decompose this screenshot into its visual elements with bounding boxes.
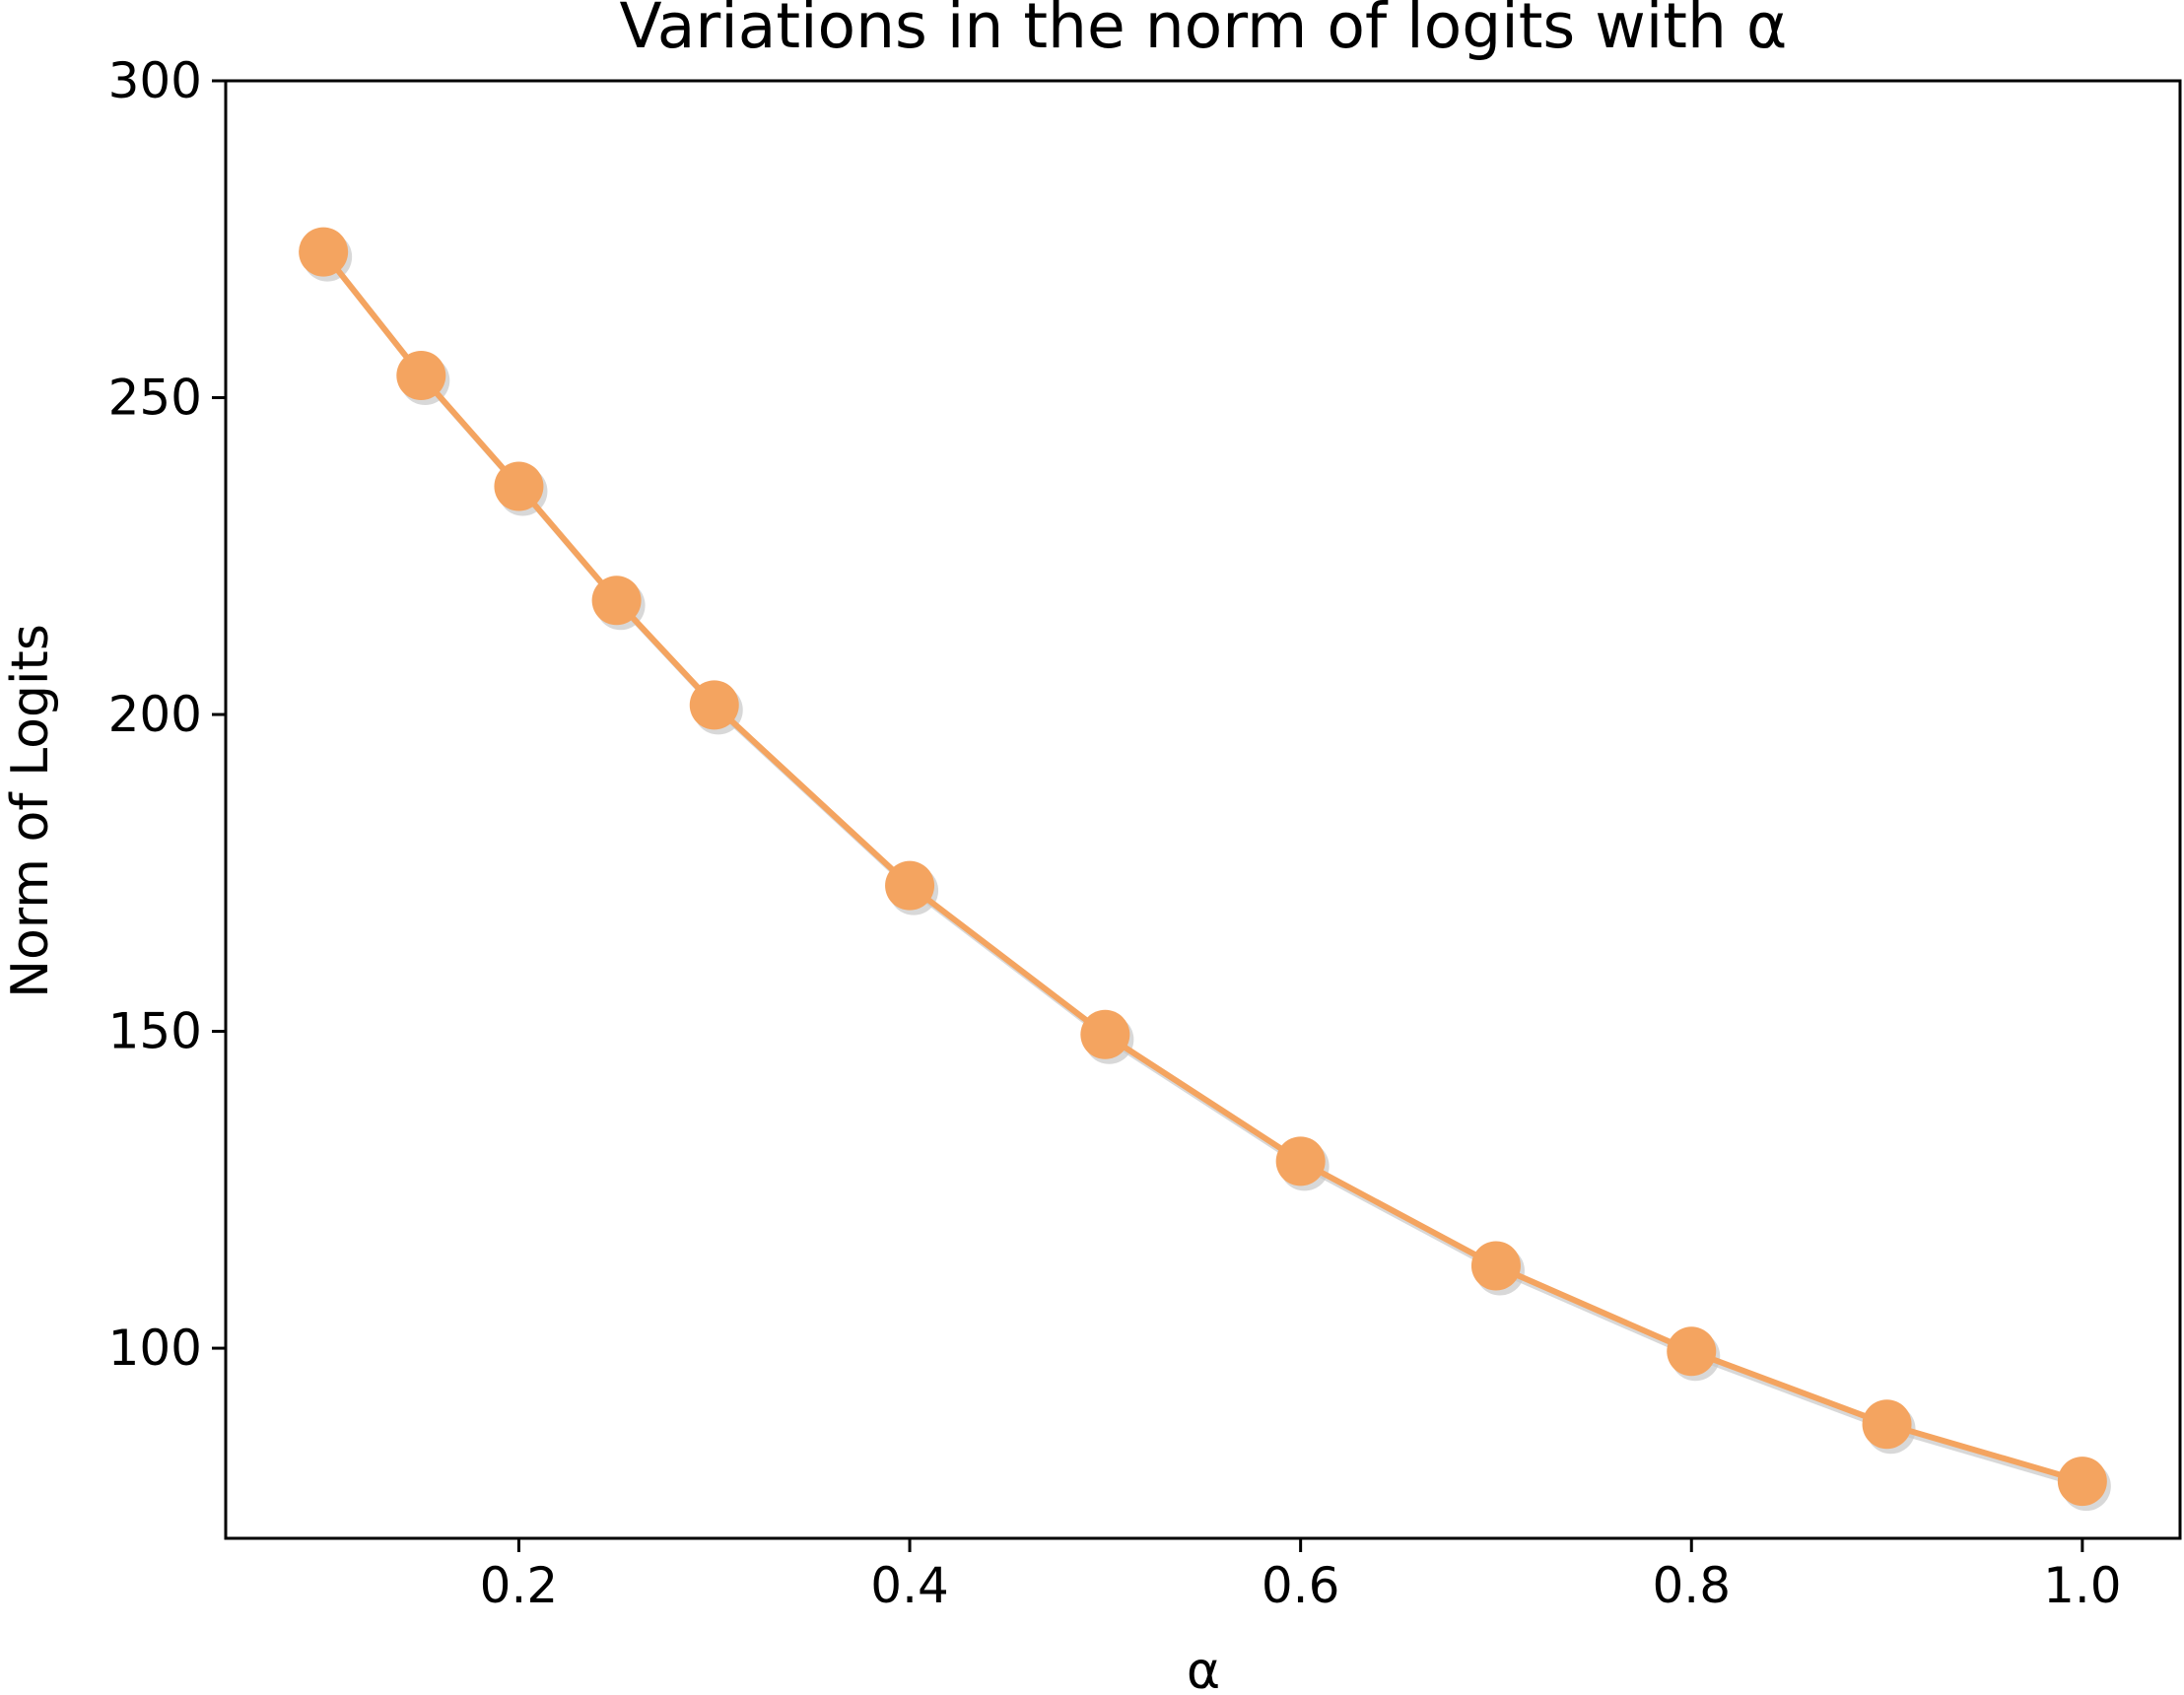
data-point xyxy=(2057,1457,2107,1507)
y-tick-label: 250 xyxy=(108,370,202,427)
x-tick-label: 0.8 xyxy=(1652,1557,1731,1614)
x-axis-label: α xyxy=(1187,1642,1220,1695)
y-axis-label: Norm of Logits xyxy=(1,624,60,998)
data-point xyxy=(885,860,935,911)
x-tick-label: 1.0 xyxy=(2043,1557,2122,1614)
y-axis-ticks: 100 150 200 250 300 xyxy=(108,52,226,1377)
x-tick-label: 0.6 xyxy=(1262,1557,1340,1614)
y-tick-label: 150 xyxy=(108,1003,202,1060)
x-axis-ticks: 0.2 0.4 0.6 0.8 1.0 xyxy=(480,1538,2122,1614)
series-line xyxy=(320,249,2083,1484)
y-tick-label: 200 xyxy=(108,686,202,743)
y-tick-label: 100 xyxy=(108,1320,202,1377)
x-tick-label: 0.2 xyxy=(480,1557,559,1614)
data-point xyxy=(689,680,739,730)
data-point xyxy=(1470,1241,1521,1291)
x-tick-label: 0.4 xyxy=(870,1557,949,1614)
plot-frame xyxy=(224,79,2182,1540)
chart-title: Variations in the norm of logits with α xyxy=(620,0,1788,62)
data-point xyxy=(396,351,446,401)
y-tick-label: 300 xyxy=(108,52,202,109)
series-layer xyxy=(299,227,2107,1507)
data-point xyxy=(591,576,642,626)
data-point xyxy=(1275,1136,1326,1186)
data-point xyxy=(1667,1326,1717,1377)
data-point xyxy=(494,461,544,511)
data-point xyxy=(1862,1399,1912,1450)
data-point xyxy=(299,227,349,277)
data-point xyxy=(1080,1009,1130,1059)
